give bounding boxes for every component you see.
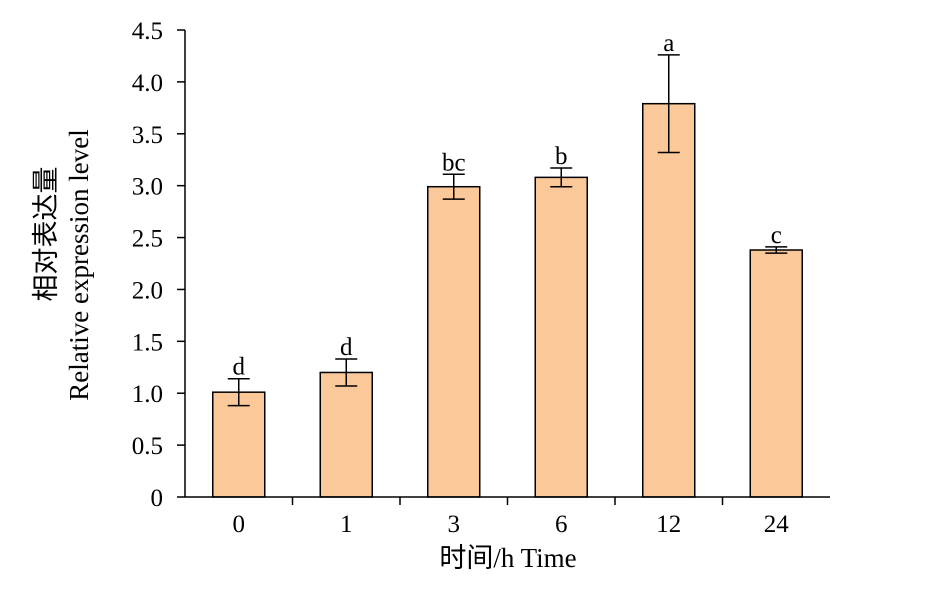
y-tick-label: 0.5	[132, 433, 163, 460]
significance-label-6: b	[555, 143, 568, 170]
error-bar-1	[335, 358, 358, 387]
bar-1	[319, 371, 373, 498]
bar-6	[534, 176, 588, 498]
error-bar-6	[550, 167, 573, 188]
bar-24	[749, 249, 803, 498]
significance-label-0: d	[233, 354, 246, 381]
significance-label-24: c	[771, 222, 782, 249]
significance-label-3: bc	[442, 149, 466, 176]
x-tick-label-6: 6	[555, 511, 568, 538]
error-bar-3	[442, 173, 465, 200]
x-axis-title: 时间/h Time	[439, 543, 576, 573]
significance-label-1: d	[340, 334, 353, 361]
y-tick-label: 3.5	[132, 122, 163, 149]
y-tick-label: 2.0	[132, 277, 163, 304]
x-tick-label-3: 3	[448, 511, 461, 538]
y-tick-label: 2.5	[132, 226, 163, 253]
axes-layer	[177, 29, 830, 505]
error-bar-24	[765, 246, 788, 254]
x-tick-label-12: 12	[656, 511, 681, 538]
y-axis-title-chinese: 相对表达量	[31, 167, 61, 302]
significance-label-12: a	[663, 30, 674, 57]
y-tick-label: 4.5	[132, 18, 163, 45]
error-bars-layer	[227, 54, 788, 407]
x-tick-label-24: 24	[764, 511, 790, 538]
y-tick-label: 1.5	[132, 329, 163, 356]
error-bar-12	[657, 54, 680, 154]
y-tick-label: 1.0	[132, 381, 163, 408]
bar-3	[427, 185, 481, 498]
y-tick-label: 4.0	[132, 70, 163, 97]
error-bar-0	[227, 377, 250, 407]
bar-0	[212, 391, 266, 498]
x-tick-label-1: 1	[340, 511, 353, 538]
y-tick-label: 3.0	[132, 174, 163, 201]
y-axis-title-english: Relative expression level	[64, 129, 94, 400]
x-tick-label-0: 0	[233, 511, 246, 538]
labels-layer: d 0 d 1 bc 3 b 6 a 12 c 24 0 0.5 1.0 1.5 2.0 2.5 3.0 3.5 4.0…	[132, 18, 790, 538]
y-tick-label: 0	[151, 485, 164, 512]
bars-layer	[212, 102, 803, 498]
bar-12	[642, 102, 696, 498]
